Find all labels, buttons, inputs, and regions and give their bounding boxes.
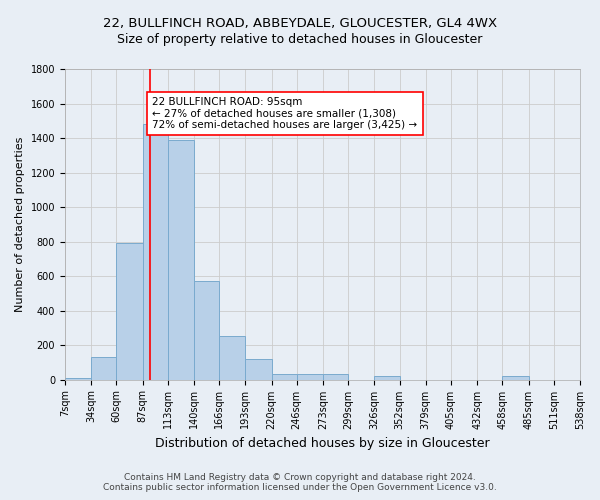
Bar (143, 124, 168, 380)
Bar (502, 376, 529, 380)
Bar (323, 374, 348, 380)
Bar (272, 374, 297, 380)
Bar (91, 357, 116, 380)
Bar (65, 378, 91, 380)
Bar (297, 374, 323, 380)
X-axis label: Distribution of detached houses by size in Gloucester: Distribution of detached houses by size … (155, 437, 490, 450)
Y-axis label: Number of detached properties: Number of detached properties (15, 136, 25, 312)
Bar (116, 244, 143, 380)
Bar (245, 359, 272, 380)
Text: 22 BULLFINCH ROAD: 95sqm
← 27% of detached houses are smaller (1,308)
72% of sem: 22 BULLFINCH ROAD: 95sqm ← 27% of detach… (152, 97, 418, 130)
Bar (219, 336, 245, 380)
Text: 22, BULLFINCH ROAD, ABBEYDALE, GLOUCESTER, GL4 4WX: 22, BULLFINCH ROAD, ABBEYDALE, GLOUCESTE… (103, 18, 497, 30)
Bar (374, 376, 400, 380)
Text: Contains HM Land Registry data © Crown copyright and database right 2024.
Contai: Contains HM Land Registry data © Crown c… (103, 473, 497, 492)
Bar (194, 281, 219, 380)
Text: Size of property relative to detached houses in Gloucester: Size of property relative to detached ho… (118, 32, 482, 46)
Bar (168, 140, 194, 380)
